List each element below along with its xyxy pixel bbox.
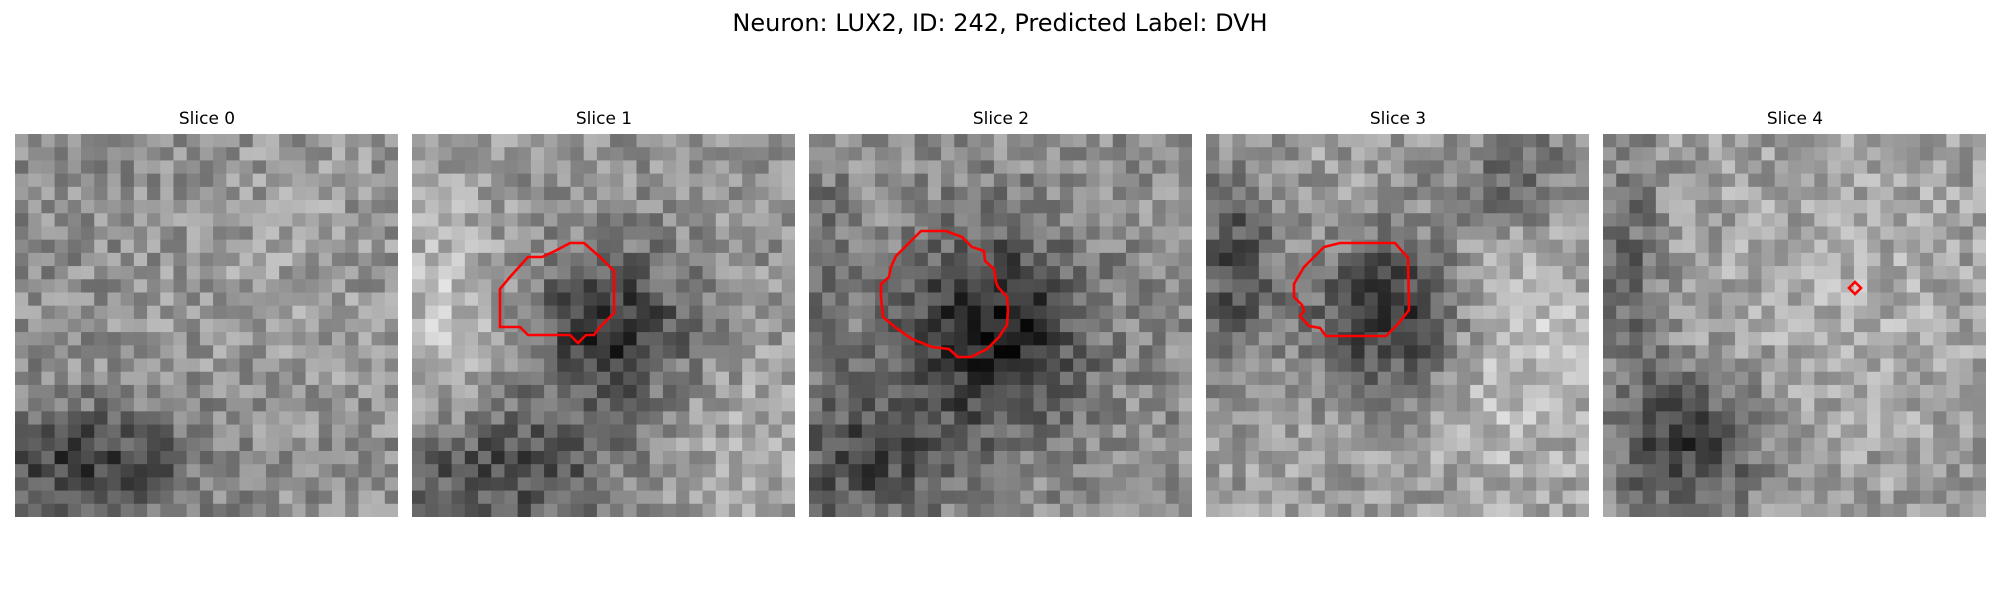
slice-panel-2: Slice 2 bbox=[809, 107, 1193, 517]
roi-contour bbox=[1847, 280, 1863, 296]
slice-image bbox=[412, 134, 795, 517]
slice-title: Slice 3 bbox=[1369, 109, 1427, 129]
slice-panel-1: Slice 1 bbox=[412, 107, 796, 517]
slice-image bbox=[15, 134, 398, 517]
slice-pixel-grid bbox=[15, 134, 398, 517]
slice-title: Slice 4 bbox=[1766, 109, 1824, 129]
roi-contour bbox=[879, 229, 1010, 359]
slice-panel-0: Slice 0 bbox=[15, 107, 399, 517]
roi-contour bbox=[1292, 241, 1411, 338]
slice-title: Slice 0 bbox=[178, 109, 236, 129]
slice-image bbox=[809, 134, 1192, 517]
slice-pixel-grid bbox=[1206, 134, 1589, 517]
slice-title: Slice 1 bbox=[575, 109, 633, 129]
slice-pixel-grid bbox=[412, 134, 795, 517]
slice-image bbox=[1206, 134, 1589, 517]
slice-pixel-grid bbox=[1603, 134, 1986, 517]
slice-panel-4: Slice 4 bbox=[1603, 107, 1987, 517]
roi-contour bbox=[498, 241, 616, 345]
figure-title: Neuron: LUX2, ID: 242, Predicted Label: … bbox=[732, 9, 1268, 37]
slice-panel-3: Slice 3 bbox=[1206, 107, 1590, 517]
slice-image bbox=[1603, 134, 1986, 517]
slice-title: Slice 2 bbox=[972, 109, 1030, 129]
slice-pixel-grid bbox=[809, 134, 1192, 517]
